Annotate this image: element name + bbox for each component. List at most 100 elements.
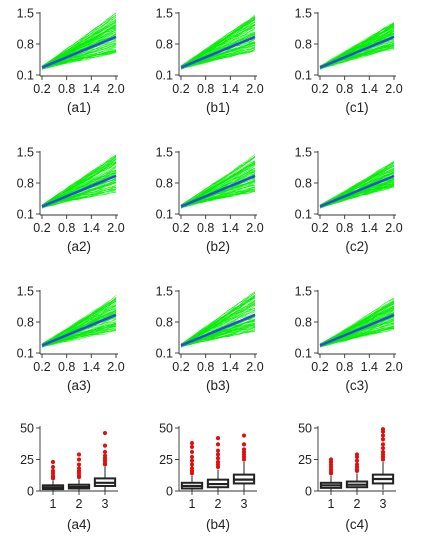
y-tick-label: 25 bbox=[298, 453, 312, 467]
x-tick-label: 2.0 bbox=[385, 221, 402, 235]
outlier-point bbox=[76, 457, 82, 462]
x-tick-label: 0.2 bbox=[172, 360, 189, 374]
x-tick-label: 2.0 bbox=[246, 221, 263, 235]
mean-line bbox=[180, 35, 256, 69]
mean-line bbox=[41, 313, 117, 347]
y-tick-label: 1.5 bbox=[17, 146, 34, 160]
panel-c1: 0.1 0.8 1.5 0.2 0.8 1.4 2.0 (c1) bbox=[295, 7, 403, 116]
simulated-curve bbox=[319, 164, 395, 207]
y-tick-label: 1.5 bbox=[156, 285, 173, 299]
simulated-curve bbox=[41, 51, 117, 70]
y-tick-label: 1.5 bbox=[295, 7, 312, 21]
y-tick-label: 0.8 bbox=[156, 316, 173, 330]
x-tick-label: 1.4 bbox=[222, 221, 239, 235]
x-tick-label: 2 bbox=[354, 497, 361, 511]
box-3 bbox=[93, 430, 117, 491]
x-tick-label: 2.0 bbox=[246, 82, 263, 96]
y-tick-label: 1.5 bbox=[17, 7, 34, 21]
y-tick-label: 0.1 bbox=[156, 347, 173, 361]
x-tick-label: 2 bbox=[76, 497, 83, 511]
simulated-curve bbox=[319, 23, 395, 68]
curves-group bbox=[41, 12, 117, 70]
y-tick-label: 0 bbox=[27, 485, 34, 499]
outlier-point bbox=[102, 449, 108, 455]
simulated-curve bbox=[319, 303, 395, 347]
simulated-curve bbox=[180, 191, 256, 208]
outlier-point bbox=[354, 462, 360, 467]
outlier-point bbox=[215, 459, 221, 465]
x-tick-label: 1.4 bbox=[222, 82, 239, 96]
simulated-curve bbox=[180, 18, 256, 70]
x-tick-label: 1.4 bbox=[361, 82, 378, 96]
x-tick-label: 0.2 bbox=[311, 360, 328, 374]
mean-line bbox=[180, 174, 256, 208]
x-tick-label: 0.2 bbox=[33, 360, 50, 374]
box-3 bbox=[232, 433, 256, 491]
x-tick-label: 0.2 bbox=[33, 221, 50, 235]
outlier-point bbox=[50, 464, 56, 470]
panel-b4: 0 25 50 1 2 3 (b4) bbox=[159, 422, 257, 532]
outlier-point bbox=[50, 468, 56, 473]
box-1 bbox=[319, 457, 343, 491]
outlier-point bbox=[50, 459, 56, 465]
y-tick-label: 0.1 bbox=[295, 69, 312, 83]
panel-b2: 0.1 0.8 1.5 0.2 0.8 1.4 2.0 (b2) bbox=[156, 146, 264, 255]
simulated-curve bbox=[41, 327, 117, 347]
simulated-curve bbox=[41, 14, 117, 67]
curves-group bbox=[180, 14, 256, 70]
x-tick-label: 0.8 bbox=[197, 221, 214, 235]
x-tick-label: 3 bbox=[241, 497, 248, 511]
y-tick-label: 1.5 bbox=[295, 285, 312, 299]
outlier-point bbox=[102, 430, 108, 436]
outlier-point bbox=[215, 456, 221, 461]
x-tick-label: 3 bbox=[102, 497, 109, 511]
curves-group bbox=[41, 295, 117, 348]
y-tick-label: 0 bbox=[305, 485, 312, 499]
simulated-curve bbox=[41, 325, 117, 346]
y-tick-label: 50 bbox=[20, 422, 34, 436]
simulated-curve bbox=[180, 292, 256, 345]
simulated-curve bbox=[41, 158, 117, 207]
y-tick-label: 0.1 bbox=[17, 347, 34, 361]
y-tick-label: 1.5 bbox=[17, 285, 34, 299]
y-tick-label: 0.8 bbox=[17, 316, 34, 330]
simulated-curve bbox=[180, 42, 256, 68]
y-tick-label: 0.8 bbox=[295, 177, 312, 191]
x-tick-label: 1 bbox=[189, 497, 196, 511]
simulated-curve bbox=[41, 301, 117, 345]
x-tick-label: 0.8 bbox=[336, 221, 353, 235]
x-tick-label: 3 bbox=[380, 497, 387, 511]
outlier-point bbox=[241, 447, 247, 452]
outlier-point bbox=[189, 458, 195, 463]
outlier-point bbox=[215, 442, 221, 447]
outlier-point bbox=[354, 458, 360, 463]
x-tick-label: 0.8 bbox=[58, 82, 75, 96]
panel-label: (b2) bbox=[206, 239, 230, 254]
y-tick-label: 1.5 bbox=[156, 7, 173, 21]
mean-line bbox=[41, 174, 117, 208]
x-tick-label: 2.0 bbox=[385, 360, 402, 374]
outlier-point bbox=[380, 433, 386, 438]
x-tick-label: 2.0 bbox=[107, 360, 124, 374]
y-tick-label: 0.1 bbox=[156, 208, 173, 222]
box-1 bbox=[41, 459, 65, 491]
panel-label: (c1) bbox=[345, 100, 368, 115]
y-tick-label: 25 bbox=[159, 453, 173, 467]
panel-a2: 0.1 0.8 1.5 0.2 0.8 1.4 2.0 (a2) bbox=[17, 146, 125, 255]
x-tick-label: 1.4 bbox=[83, 221, 100, 235]
outlier-point bbox=[380, 437, 386, 442]
y-tick-label: 0.8 bbox=[156, 38, 173, 52]
simulated-curve bbox=[41, 172, 117, 206]
simulated-curve bbox=[41, 15, 117, 67]
simulated-curve bbox=[41, 324, 117, 346]
outlier-point bbox=[380, 427, 386, 432]
simulated-curve bbox=[180, 186, 256, 209]
box-3 bbox=[371, 427, 395, 490]
simulated-curve bbox=[180, 329, 256, 347]
simulated-curve bbox=[180, 48, 256, 70]
simulated-curve bbox=[180, 294, 256, 347]
panel-label: (a1) bbox=[67, 100, 91, 115]
simulated-curve bbox=[319, 183, 395, 209]
x-tick-label: 0.8 bbox=[336, 82, 353, 96]
